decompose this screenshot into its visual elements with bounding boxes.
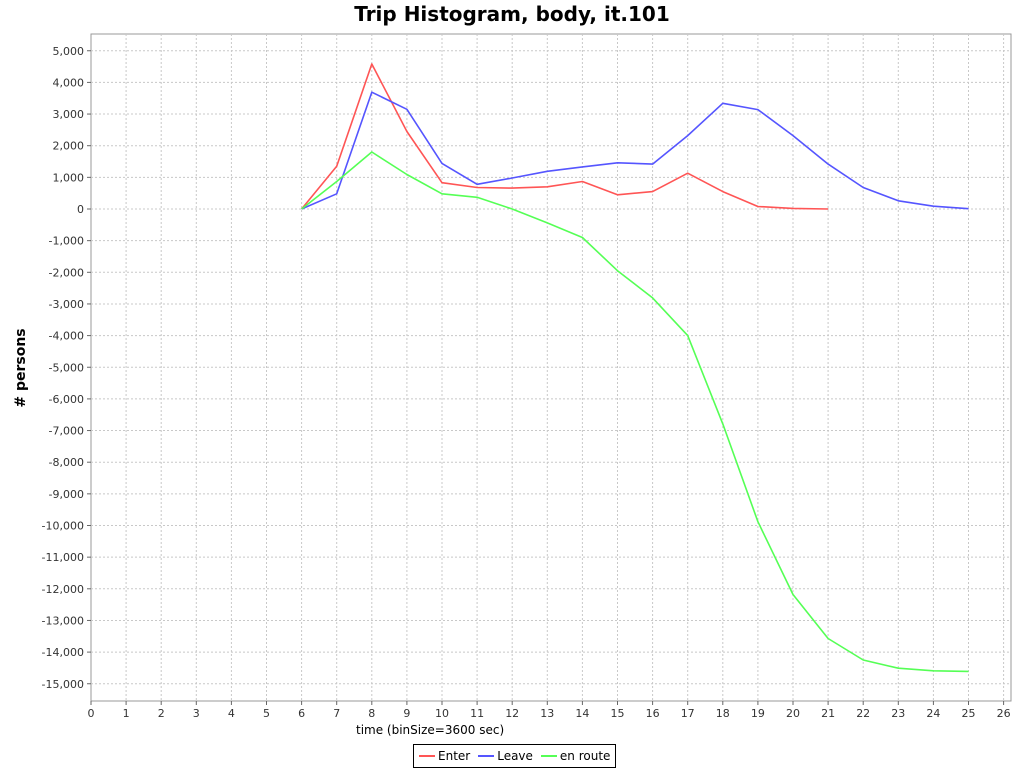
chart-title: Trip Histogram, body, it.101 [354,2,670,26]
y-tick-label: 4,000 [53,76,85,89]
legend: Enter Leave en route [413,744,617,768]
y-tick-label: -6,000 [49,393,84,406]
x-tick-label: 11 [470,707,484,720]
series-line-enter [300,63,829,210]
x-tick-label: 22 [856,707,870,720]
x-tick-label: 16 [646,707,660,720]
x-tick-label: 17 [681,707,695,720]
y-tick-label: -2,000 [49,266,84,279]
y-tick-label: -13,000 [42,614,84,627]
legend-swatch [540,755,557,757]
x-tick-label: 25 [962,707,976,720]
y-tick-label: 5,000 [53,45,85,58]
legend-swatch [419,755,435,757]
y-axis-label: # persons [13,328,29,407]
x-tick-label: 2 [158,707,165,720]
x-tick-label: 13 [540,707,554,720]
series-line-en-route [301,151,969,673]
x-tick-label: 5 [263,707,270,720]
y-tick-label: -3,000 [49,298,84,311]
legend-label: Enter [438,749,471,763]
y-tick-label: -15,000 [42,678,84,691]
x-tick-label: 21 [821,707,835,720]
axis-layer: 0 1 2 3 4 5 6 7 8 9 10 11 12 13 14 15 16 17 18 19 20 21 22 23 24… [42,45,1011,720]
x-tick-label: 6 [298,707,305,720]
series-line-leave [301,91,969,210]
y-tick-label: -4,000 [49,330,84,343]
x-tick-label: 4 [228,707,235,720]
y-tick-label: -1,000 [49,235,84,248]
series-layer [300,63,969,673]
x-tick-label: 18 [716,707,730,720]
legend-swatch [478,755,495,757]
x-tick-label: 10 [435,707,449,720]
y-tick-label: 3,000 [53,108,85,121]
x-tick-label: 20 [786,707,800,720]
y-tick-label: -11,000 [42,551,84,564]
legend-item-en-route: en route [539,749,611,763]
x-tick-label: 0 [88,707,95,720]
y-tick-label: 2,000 [53,140,85,153]
grid-layer [91,34,1011,701]
legend-item-enter: Enter [417,749,470,763]
x-tick-label: 15 [611,707,625,720]
x-tick-label: 7 [333,707,340,720]
legend-item-leave: Leave [476,749,533,763]
y-tick-label: -5,000 [49,361,84,374]
x-tick-label: 12 [505,707,519,720]
x-tick-label: 8 [368,707,375,720]
legend-label: en route [559,749,611,763]
x-tick-label: 23 [891,707,905,720]
x-tick-label: 19 [751,707,765,720]
y-tick-label: -12,000 [42,583,84,596]
x-axis-label: time (binSize=3600 sec) [356,723,504,737]
x-tick-label: 14 [575,707,589,720]
y-tick-label: -7,000 [49,425,84,438]
chart-svg: 0 1 2 3 4 5 6 7 8 9 10 11 12 13 14 15 16 17 18 19 20 21 22 23 24… [13,33,1012,737]
x-tick-label: 24 [926,707,940,720]
y-tick-label: 1,000 [53,171,85,184]
legend-label: Leave [497,749,533,763]
x-tick-label: 26 [997,707,1011,720]
x-tick-label: 3 [193,707,200,720]
x-tick-label: 1 [123,707,130,720]
y-tick-label: 0 [77,203,84,216]
y-tick-label: -8,000 [49,456,84,469]
y-tick-label: -10,000 [42,520,84,533]
x-tick-label: 9 [403,707,410,720]
y-tick-label: -9,000 [49,488,84,501]
y-tick-label: -14,000 [42,646,84,659]
